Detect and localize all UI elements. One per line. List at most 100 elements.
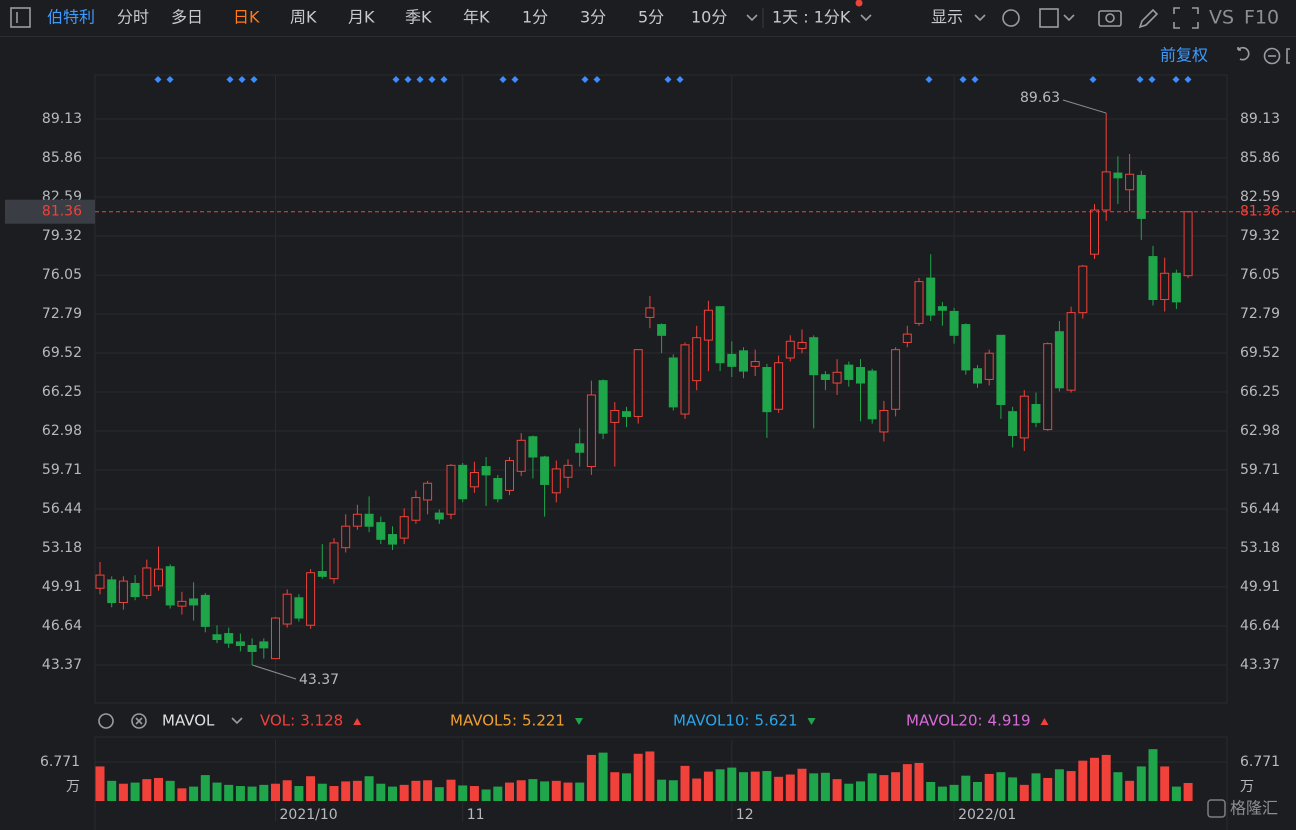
period-tabs: 分时 多日 日K 周K 月K 季K 年K 1分 3分 5分 10分 xyxy=(117,8,727,27)
y-tick-label: 59.71 xyxy=(42,462,82,478)
more-periods[interactable] xyxy=(746,14,758,22)
candle-body xyxy=(973,368,982,384)
camera-lens xyxy=(1105,13,1115,23)
candle-body xyxy=(212,634,222,641)
period-tab[interactable]: 日K xyxy=(233,8,260,27)
layout-chevron[interactable] xyxy=(1063,14,1075,22)
event-marker xyxy=(925,76,933,83)
zoom-out-icon[interactable] xyxy=(1263,47,1281,65)
volume-bar xyxy=(984,773,994,801)
candle-body xyxy=(1101,171,1111,211)
y-tick-label-right: 49.91 xyxy=(1240,579,1280,595)
period-tab[interactable]: 季K xyxy=(405,8,432,27)
candle-body xyxy=(1054,331,1064,389)
event-marker xyxy=(440,76,448,83)
candle-body xyxy=(996,334,1006,406)
volume-bar xyxy=(1043,777,1053,801)
volume-bar xyxy=(1066,771,1076,801)
draw-icon[interactable] xyxy=(1138,8,1159,29)
event-marker xyxy=(416,76,424,83)
candle-body xyxy=(680,344,690,415)
period-tab[interactable]: 年K xyxy=(463,8,490,27)
notice-dot xyxy=(855,0,863,7)
indicator-chevron[interactable] xyxy=(231,717,243,725)
candle-body xyxy=(247,644,257,652)
volume-bar xyxy=(750,771,760,801)
volume-bar xyxy=(341,781,351,801)
y-tick-label-right: 69.52 xyxy=(1240,345,1280,361)
volume-bar xyxy=(961,775,971,801)
reading-value: 3.128 xyxy=(300,712,343,730)
interval-select[interactable]: 1天 : 1分K xyxy=(772,8,851,27)
period-tab[interactable]: 10分 xyxy=(691,8,727,27)
volume-close[interactable] xyxy=(131,713,147,729)
period-tab[interactable]: 周K xyxy=(290,8,317,27)
period-tab[interactable]: 1分 xyxy=(522,8,548,27)
settings-icon[interactable] xyxy=(1002,9,1020,27)
period-tab[interactable]: 月K xyxy=(348,8,375,27)
period-tab[interactable]: 多日 xyxy=(171,8,203,27)
sidebar-toggle[interactable] xyxy=(10,7,31,28)
reset-icon[interactable] xyxy=(1237,46,1250,61)
volume-bar xyxy=(528,779,538,801)
volume-bar xyxy=(177,788,187,801)
indicator-name[interactable]: MAVOL xyxy=(162,712,215,730)
adjust-mode[interactable]: 前复权 xyxy=(1160,46,1208,65)
candle-body xyxy=(142,567,152,596)
candle-body xyxy=(668,357,678,408)
volume-bar xyxy=(949,784,959,801)
candle-body xyxy=(399,516,409,539)
y-tick-label-right: 46.64 xyxy=(1240,618,1280,634)
interval-chevron[interactable] xyxy=(860,14,872,22)
candle-body xyxy=(1090,209,1099,255)
period-tab[interactable]: 3分 xyxy=(580,8,606,27)
y-tick-label: 53.18 xyxy=(42,540,82,556)
zoom-in-icon[interactable] xyxy=(1286,48,1290,64)
f10-button[interactable]: F10 xyxy=(1244,7,1279,29)
stock-name[interactable]: 伯特利 xyxy=(47,8,95,27)
volume-bar xyxy=(586,754,596,801)
volume-bar xyxy=(388,786,397,801)
volume-bar xyxy=(95,766,105,801)
volume-settings[interactable] xyxy=(98,713,114,729)
candle-body xyxy=(844,364,854,380)
y-tick-label-right: 82.59 xyxy=(1240,189,1280,205)
candle-body xyxy=(434,512,444,520)
y-tick-label: 72.79 xyxy=(42,306,82,322)
fullscreen-icon[interactable] xyxy=(1173,7,1199,29)
volume-bar xyxy=(411,780,421,801)
event-marker xyxy=(154,76,162,83)
layout-icon[interactable] xyxy=(1039,8,1059,28)
candle-body xyxy=(1066,312,1076,391)
volume-bar xyxy=(352,780,362,801)
period-tab[interactable]: 分时 xyxy=(117,8,149,27)
candle-body xyxy=(423,482,433,501)
volume-bar xyxy=(715,769,725,801)
volume-bar xyxy=(598,752,608,801)
period-tab[interactable]: 5分 xyxy=(638,8,664,27)
display-menu[interactable]: 显示 xyxy=(931,8,963,27)
y-tick-label: 76.05 xyxy=(42,267,82,283)
candle-body xyxy=(481,466,491,476)
camera-icon[interactable] xyxy=(1098,10,1122,27)
candle-body xyxy=(715,306,725,364)
volume-bar xyxy=(762,771,772,801)
y-tick-label-right: 62.98 xyxy=(1240,423,1280,439)
volume-bar xyxy=(610,772,620,801)
event-marker xyxy=(511,76,519,83)
display-chevron[interactable] xyxy=(974,14,986,22)
volume-bar xyxy=(329,786,339,801)
vs-button[interactable]: VS xyxy=(1209,7,1234,29)
candle-body xyxy=(259,641,269,649)
volume-bar xyxy=(1101,754,1111,801)
volume-unit: 万 xyxy=(66,779,80,795)
volume-bar xyxy=(107,780,117,801)
candle-body xyxy=(774,362,784,410)
watermark-logo xyxy=(1207,799,1226,818)
candle-body xyxy=(867,370,877,420)
candle-body xyxy=(750,361,760,367)
volume-bar xyxy=(399,784,409,801)
candle-body xyxy=(657,324,667,336)
candle-body xyxy=(341,525,351,549)
event-marker xyxy=(971,76,979,83)
